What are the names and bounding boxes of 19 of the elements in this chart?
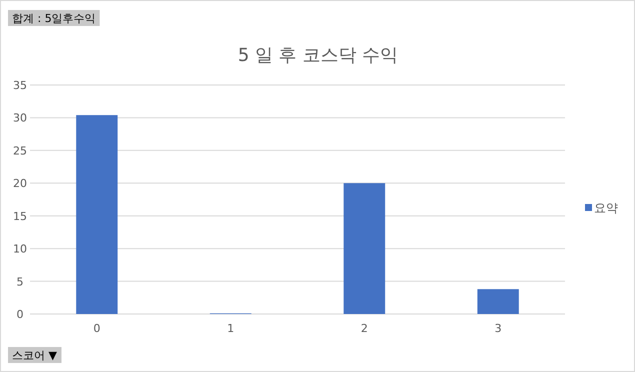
y-tick-label: 5	[16, 275, 24, 288]
chart-title: 5 일 후 코스닥 수익	[238, 45, 398, 66]
x-tick-label: 1	[227, 322, 234, 335]
legend-label: 요약	[594, 201, 618, 215]
y-tick-label: 10	[13, 242, 27, 256]
y-tick-label: 30	[13, 112, 27, 125]
y-tick-label: 35	[13, 79, 27, 92]
x-tick-label: 2	[360, 322, 368, 335]
text: 합계 : 5일후수익	[12, 12, 96, 25]
bar	[76, 115, 118, 314]
y-tick-label: 0	[16, 308, 24, 321]
bar	[344, 183, 386, 314]
y-tick-label: 25	[13, 144, 27, 158]
x-tick-label: 3	[494, 322, 502, 335]
x-tick-label: 0	[93, 322, 100, 335]
y-tick-label: 15	[13, 210, 27, 223]
y-tick-label: 20	[13, 177, 27, 190]
text: 스코어 ▼	[12, 349, 58, 362]
bar	[477, 289, 519, 314]
